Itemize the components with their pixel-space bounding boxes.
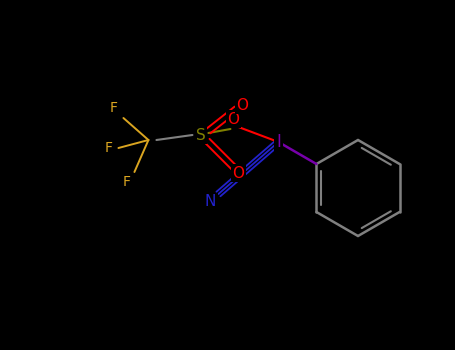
Text: ⁻: ⁻ xyxy=(243,104,249,114)
Text: N: N xyxy=(205,195,216,210)
Text: F: F xyxy=(110,101,117,115)
Text: F: F xyxy=(122,175,131,189)
Text: S: S xyxy=(196,127,205,142)
Text: O: O xyxy=(233,166,244,181)
Text: O: O xyxy=(237,98,248,112)
Text: O: O xyxy=(228,112,239,126)
Text: I: I xyxy=(276,133,281,151)
Text: F: F xyxy=(105,141,112,155)
